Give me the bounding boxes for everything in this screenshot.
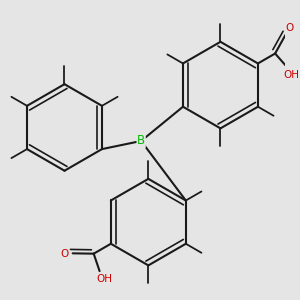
Text: O: O <box>61 249 69 259</box>
Text: OH: OH <box>284 70 300 80</box>
Text: O: O <box>286 23 294 33</box>
Text: B: B <box>137 134 145 148</box>
Text: OH: OH <box>96 274 112 284</box>
